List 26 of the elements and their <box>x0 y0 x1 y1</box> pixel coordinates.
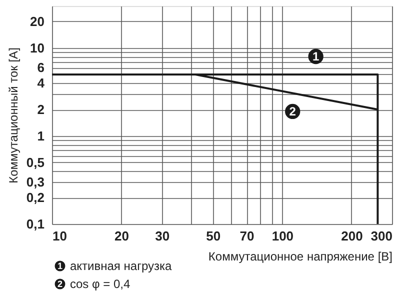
y-tick-label: 0,3 <box>26 174 44 190</box>
y-tick-label: 1 <box>37 128 44 144</box>
y-tick-label: 0,5 <box>26 154 44 170</box>
y-tick-label: 2 <box>37 102 44 117</box>
text: 2 <box>57 279 63 289</box>
annotation: 1 <box>312 50 320 64</box>
legend-label: активная нагрузка <box>70 259 172 273</box>
text: 1 <box>57 261 63 271</box>
x-tick-label: 200 <box>341 228 363 244</box>
y-tick-label: 4 <box>37 76 46 91</box>
x-tick-label: 300 <box>370 228 392 244</box>
x-axis-title: Коммутационное напряжение [B] <box>208 250 392 264</box>
y-tick-label: 0,2 <box>26 190 44 206</box>
legend-label: cos φ = 0,4 <box>70 277 130 291</box>
x-tick-label: 30 <box>155 228 170 244</box>
y-tick-label: 0,1 <box>26 216 44 232</box>
x-tick-label: 70 <box>240 228 254 244</box>
y-axis-title: Коммутационный ток [A] <box>6 48 20 184</box>
x-tick-label: 20 <box>114 228 130 244</box>
y-tick-label: 20 <box>30 14 44 29</box>
x-tick-label: 10 <box>52 228 67 244</box>
y-tick-label: 10 <box>30 40 44 56</box>
x-tick-label: 50 <box>206 228 221 244</box>
x-tick-label: 100 <box>272 228 294 244</box>
annotation: 2 <box>289 104 296 118</box>
y-tick-label: 6 <box>37 60 44 76</box>
